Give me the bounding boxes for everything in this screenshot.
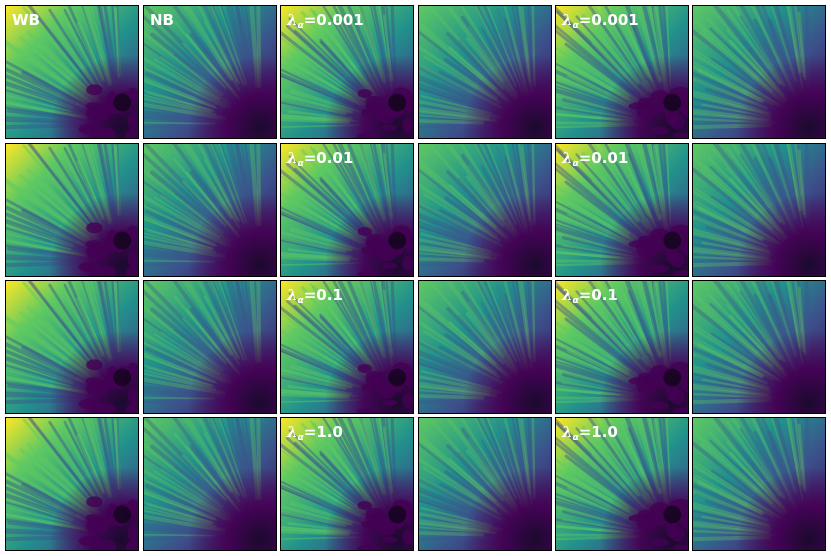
regularization-value: =0.001 — [578, 11, 639, 29]
lambda-subscript: α — [297, 159, 304, 169]
sunspot-image-r3c2: λα=1.0 — [280, 417, 414, 551]
sunspot-image-r2c0 — [5, 280, 139, 414]
sunspot-image-r1c3 — [418, 143, 552, 277]
lambda-symbol: λ — [287, 11, 298, 29]
sunspot-image-r3c1 — [143, 417, 277, 551]
lambda-symbol: λ — [562, 286, 573, 304]
sunspot-image-r2c4: λα=0.1 — [555, 280, 689, 414]
sunspot-image-r2c3 — [418, 280, 552, 414]
sunspot-image-r2c1 — [143, 280, 277, 414]
regularization-value: =0.001 — [303, 11, 364, 29]
panel-label-r1c2: λα=0.01 — [287, 150, 353, 172]
sunspot-image-r0c4: λα=0.001 — [555, 5, 689, 139]
sunspot-image-r0c1: NB — [143, 5, 277, 139]
lambda-subscript: α — [572, 21, 579, 31]
lambda-symbol: λ — [287, 286, 298, 304]
panel-label-r1c4: λα=0.01 — [562, 150, 628, 172]
sunspot-image-r1c0 — [5, 143, 139, 277]
lambda-symbol: λ — [562, 423, 573, 441]
regularization-value: =0.1 — [578, 286, 618, 304]
panel-label-r0c4: λα=0.001 — [562, 12, 639, 34]
lambda-subscript: α — [297, 433, 304, 443]
panel-label-r3c4: λα=1.0 — [562, 424, 618, 446]
sunspot-image-r3c0 — [5, 417, 139, 551]
lambda-symbol: λ — [562, 11, 573, 29]
sunspot-image-r0c3 — [418, 5, 552, 139]
panel-label-r3c2: λα=1.0 — [287, 424, 343, 446]
lambda-symbol: λ — [287, 423, 298, 441]
sunspot-image-r0c0: WB — [5, 5, 139, 139]
regularization-value: =0.1 — [303, 286, 343, 304]
lambda-symbol: λ — [562, 149, 573, 167]
sunspot-image-r0c2: λα=0.001 — [280, 5, 414, 139]
lambda-symbol: λ — [287, 149, 298, 167]
sunspot-image-r1c2: λα=0.01 — [280, 143, 414, 277]
panel-label-r0c1: NB — [150, 11, 174, 29]
lambda-subscript: α — [572, 296, 579, 306]
panel-label-r2c2: λα=0.1 — [287, 287, 343, 309]
sunspot-image-r2c2: λα=0.1 — [280, 280, 414, 414]
sunspot-image-r3c5 — [692, 417, 826, 551]
regularization-value: =1.0 — [578, 423, 618, 441]
lambda-subscript: α — [297, 21, 304, 31]
sunspot-image-r2c5 — [692, 280, 826, 414]
lambda-subscript: α — [297, 296, 304, 306]
regularization-value: =1.0 — [303, 423, 343, 441]
panel-label-r2c4: λα=0.1 — [562, 287, 618, 309]
sunspot-image-r1c4: λα=0.01 — [555, 143, 689, 277]
sunspot-image-r1c1 — [143, 143, 277, 277]
lambda-subscript: α — [572, 159, 579, 169]
sunspot-image-r1c5 — [692, 143, 826, 277]
sunspot-image-r3c4: λα=1.0 — [555, 417, 689, 551]
lambda-subscript: α — [572, 433, 579, 443]
panel-label-r0c2: λα=0.001 — [287, 12, 364, 34]
panel-label-r0c0: WB — [12, 11, 40, 29]
regularization-value: =0.01 — [578, 149, 629, 167]
sunspot-image-r0c5 — [692, 5, 826, 139]
regularization-value: =0.01 — [303, 149, 354, 167]
sunspot-image-r3c3 — [418, 417, 552, 551]
